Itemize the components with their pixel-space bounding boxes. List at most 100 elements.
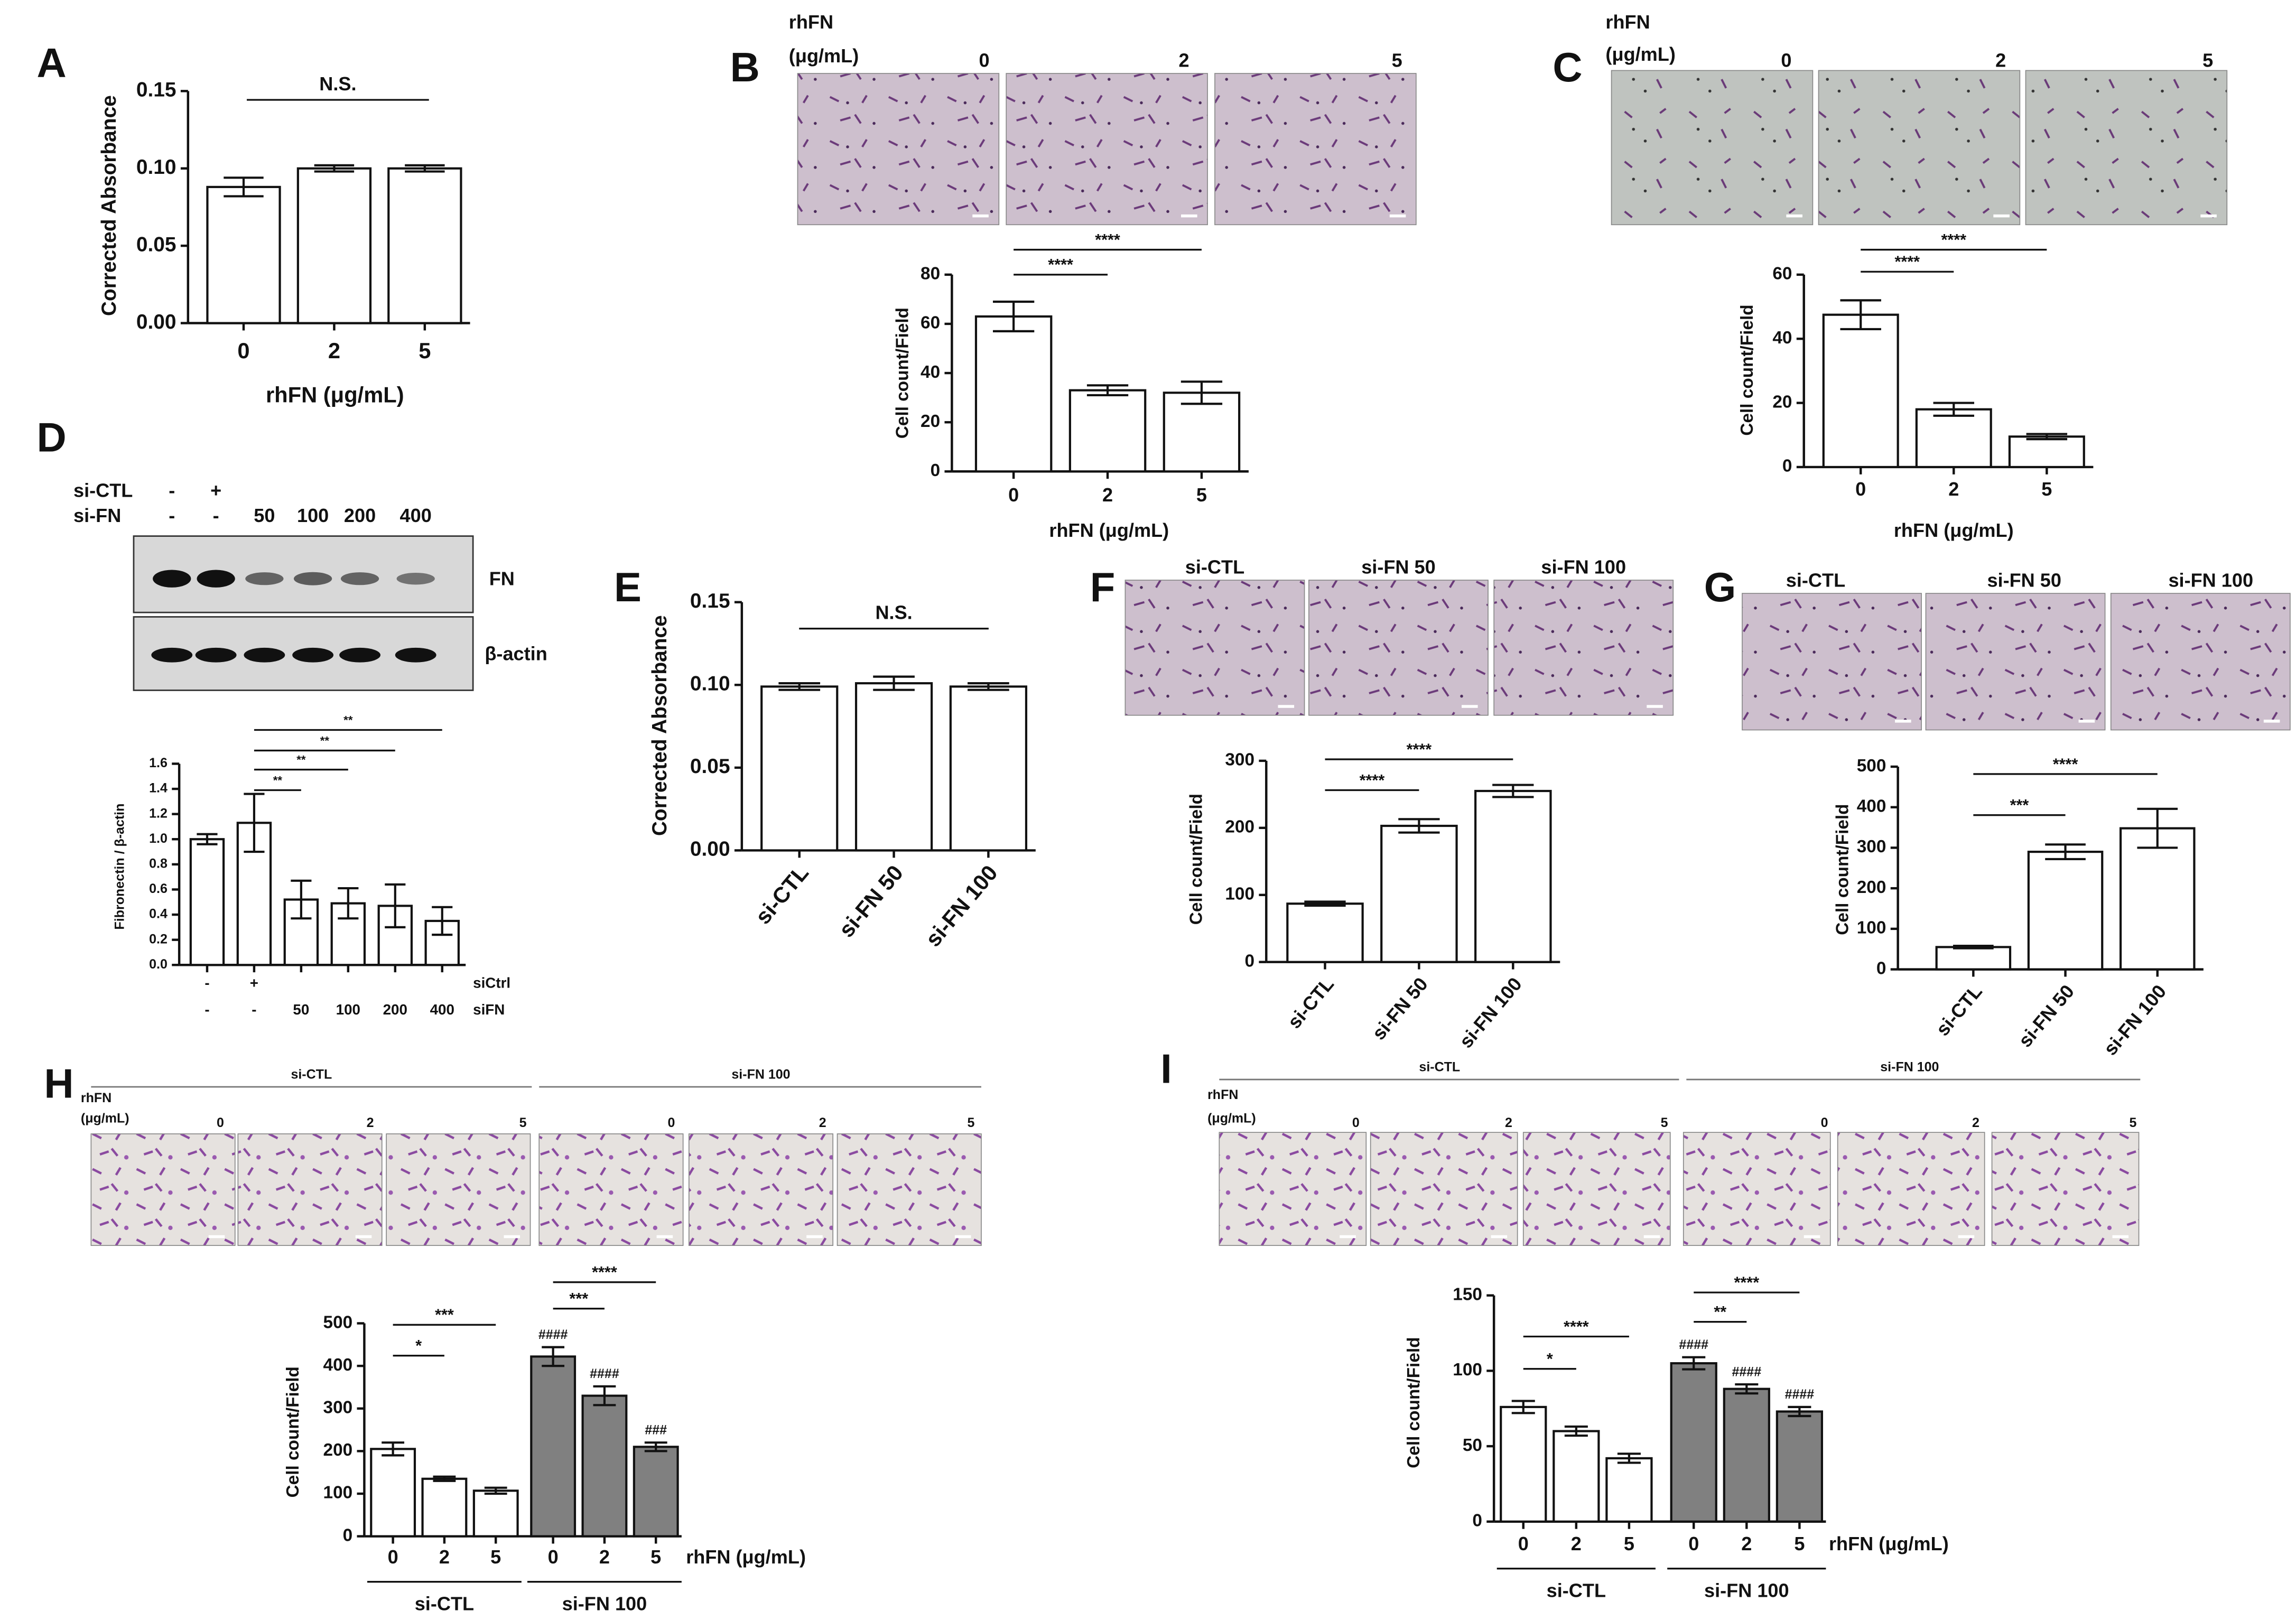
image-group-label: si-FN 100 <box>731 1067 790 1082</box>
blot-band <box>396 572 435 585</box>
error-bar <box>432 906 453 936</box>
blot-band <box>395 647 436 663</box>
error-bar <box>1398 818 1440 834</box>
y-tick-label: 100 <box>323 1483 353 1503</box>
blot-band <box>293 572 332 585</box>
blot-band <box>151 647 193 663</box>
x-tick-label: 5 <box>1196 484 1207 506</box>
significance-label: **** <box>1095 231 1120 249</box>
panel-letter: B <box>730 45 760 90</box>
x-axis-label: rhFN (μg/mL) <box>1049 519 1169 541</box>
image-header: rhFN <box>1207 1087 1238 1102</box>
error-bar <box>1840 299 1881 331</box>
significance-label: **** <box>1360 771 1385 789</box>
image-label: 5 <box>968 1115 975 1130</box>
error-bar <box>1953 945 1994 949</box>
significance-label: ** <box>320 734 330 748</box>
x-tick-label: - <box>204 975 209 991</box>
image-label: 0 <box>217 1115 224 1130</box>
error-bar <box>385 883 406 928</box>
y-tick-label: 100 <box>1453 1360 1482 1380</box>
y-tick-label: 500 <box>323 1312 353 1332</box>
blot-lane-label: 100 <box>297 505 329 526</box>
image-header: rhFN <box>81 1091 111 1105</box>
panel-letter: D <box>36 415 66 460</box>
bar <box>1163 392 1241 473</box>
bar <box>1935 946 2012 971</box>
group-label: si-FN 100 <box>562 1593 647 1615</box>
error-bar <box>1735 1383 1759 1395</box>
hash-label: #### <box>1785 1387 1815 1402</box>
bar <box>1068 389 1147 473</box>
image-label: 2 <box>367 1115 374 1130</box>
significance-label: * <box>415 1337 422 1355</box>
image-label: si-FN 100 <box>2168 569 2253 591</box>
x-tick-label: 5 <box>1794 1533 1805 1554</box>
blot-band <box>245 572 284 585</box>
significance-label: ** <box>296 753 306 767</box>
error-bar <box>2137 807 2178 849</box>
error-bar <box>291 879 312 920</box>
y-tick-label: 300 <box>323 1398 353 1418</box>
error-bar <box>1086 384 1129 397</box>
hash-label: #### <box>590 1366 619 1381</box>
bar <box>1553 1430 1600 1523</box>
image-label: 2 <box>1972 1115 1979 1130</box>
y-tick-label: 1.4 <box>149 781 168 796</box>
error-bar <box>593 1385 616 1407</box>
x-tick-label: si-FN 100 <box>921 860 1002 951</box>
error-bar <box>2026 433 2068 441</box>
significance-label: *** <box>435 1306 454 1324</box>
significance-label: * <box>1547 1350 1553 1368</box>
image-label: 2 <box>1995 49 2006 71</box>
image-label: 5 <box>1392 49 1402 71</box>
image-label: 2 <box>1179 49 1189 71</box>
image-header: rhFN <box>1605 11 1650 33</box>
bar <box>854 682 933 852</box>
x-tick-label: si-FN 50 <box>1368 973 1432 1044</box>
error-bar <box>1180 380 1223 405</box>
x-axis-label: rhFN (μg/mL) <box>686 1546 806 1568</box>
image-label: 5 <box>2202 49 2213 71</box>
significance-label: *** <box>2010 796 2029 814</box>
x-tick-label: si-FN 100 <box>1455 973 1526 1052</box>
x-tick-label: 2 <box>599 1546 610 1568</box>
blot-lane-label: - <box>169 480 175 501</box>
error-bar <box>873 675 915 691</box>
error-bar <box>433 1475 456 1482</box>
y-tick-label: 0.00 <box>690 838 730 861</box>
bar <box>760 685 839 852</box>
y-axis-label: Cell count/Field <box>283 1366 303 1497</box>
category-row-label: siCtrl <box>473 975 510 991</box>
blot-band <box>339 647 380 663</box>
micrograph <box>1925 593 2106 731</box>
micrograph <box>1308 580 1489 716</box>
x-tick-label: 5 <box>650 1546 661 1568</box>
x-tick-label: 50 <box>293 1001 309 1018</box>
significance-label: **** <box>1048 256 1073 274</box>
y-axis-label: Corrected Absorbance <box>98 95 120 316</box>
blot-label: β-actin <box>485 643 547 664</box>
y-tick-label: 300 <box>1857 837 1886 856</box>
significance-label: ** <box>343 714 353 727</box>
image-group-label: si-FN 100 <box>1880 1059 1939 1074</box>
micrograph <box>1837 1132 1985 1246</box>
micrograph <box>1991 1132 2140 1246</box>
significance-label: **** <box>592 1263 617 1281</box>
bar <box>1670 1362 1717 1523</box>
micrograph <box>1219 1132 1367 1246</box>
x-tick-label: 2 <box>328 338 340 363</box>
y-tick-label: 0.15 <box>136 79 176 101</box>
bar <box>2027 851 2104 971</box>
blot-band <box>195 647 237 663</box>
y-tick-label: 200 <box>1225 817 1254 837</box>
error-bar <box>244 793 265 853</box>
error-bar <box>1617 1453 1641 1464</box>
y-tick-label: 0.10 <box>136 156 176 179</box>
x-tick-label: 2 <box>1571 1533 1582 1554</box>
error-bar <box>1682 1356 1706 1371</box>
error-bar <box>314 164 355 173</box>
image-group-label: si-CTL <box>1419 1059 1460 1074</box>
x-tick-label: si-CTL <box>1931 981 1986 1040</box>
